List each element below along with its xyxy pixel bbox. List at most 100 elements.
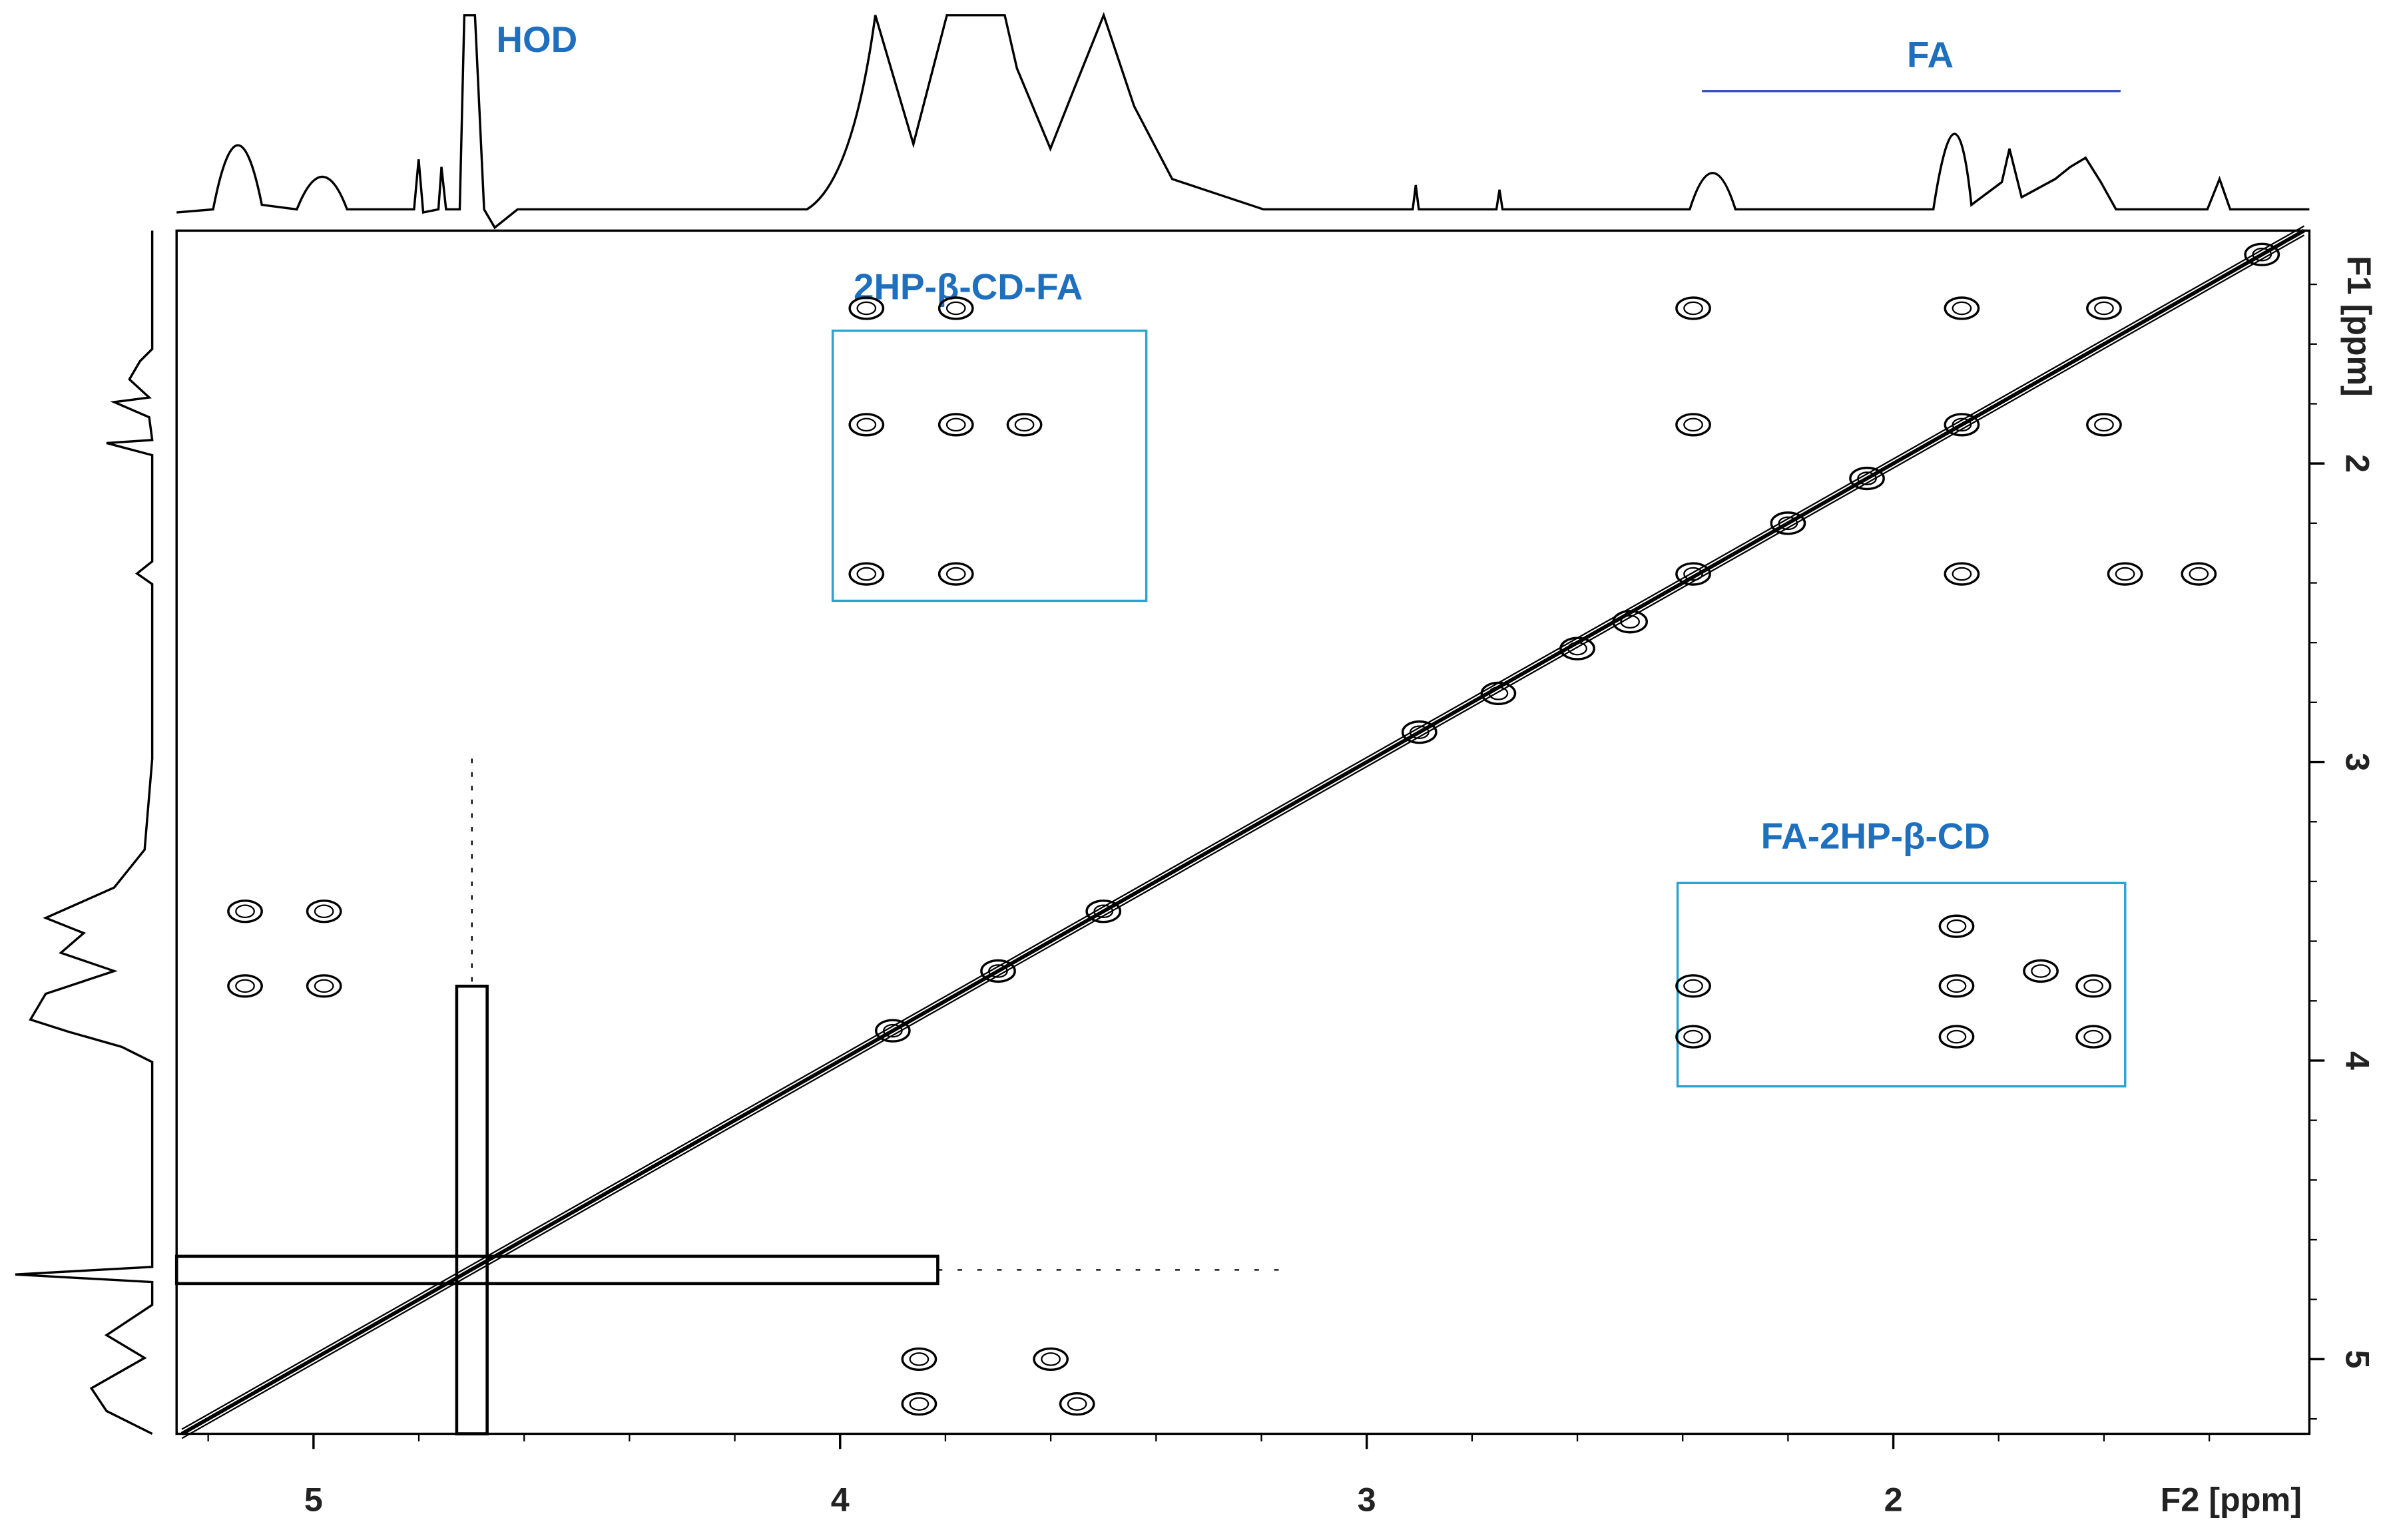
contour-ring <box>1683 301 1703 316</box>
cross-peak <box>848 562 885 586</box>
contour-ring <box>1067 1397 1087 1411</box>
cross-peak <box>2086 413 2122 437</box>
cross-peak <box>1849 466 1885 491</box>
diagonal <box>181 234 2305 1439</box>
contour-ring <box>909 1352 929 1366</box>
contour-ring <box>882 1023 903 1038</box>
contour-ring <box>2083 1029 2103 1044</box>
contour-ring <box>988 964 1008 978</box>
cross-peak <box>848 413 885 437</box>
x-axis-label: F2 [ppm] <box>2161 1481 2302 1518</box>
cross-peak <box>937 562 974 586</box>
contour-ring <box>2189 567 2209 581</box>
contour-ring <box>2083 979 2103 993</box>
cross-peak <box>1938 974 1975 998</box>
cross-peak <box>848 296 885 320</box>
cross-peak <box>901 1347 937 1372</box>
contour-ring <box>1683 417 1703 432</box>
inset-box <box>1676 882 2127 1088</box>
contour-ring <box>1778 516 1798 531</box>
cross-peak <box>937 296 974 320</box>
contour-ring <box>945 301 966 316</box>
cross-peak <box>2075 1025 2111 1049</box>
contour-ring <box>314 979 334 993</box>
x-tick-label: 4 <box>831 1481 850 1518</box>
cross-peak <box>2023 959 2059 983</box>
contour-ring <box>856 417 877 432</box>
left-projection <box>15 230 154 1435</box>
cross-peak <box>306 974 342 998</box>
contour-ring <box>1041 1352 1061 1366</box>
y-tick-label: 2 <box>2339 454 2376 473</box>
contour-ring <box>235 979 255 993</box>
contour-ring <box>1620 615 1640 629</box>
cross-peak <box>1675 413 1711 437</box>
contour-ring <box>1014 417 1035 432</box>
contour-ring <box>1567 641 1587 656</box>
contour-ring <box>909 1397 929 1411</box>
cross-peak <box>1675 296 1711 320</box>
cross-peak <box>1675 1025 1711 1049</box>
cross-peak <box>1938 914 1975 938</box>
contour-ring <box>1093 904 1114 919</box>
contour-ring <box>1857 471 1877 485</box>
contour-ring <box>2252 247 2272 262</box>
cross-peak <box>1559 637 1595 660</box>
annotation: HOD <box>496 19 577 60</box>
contour-ring <box>1946 1029 1967 1044</box>
annotation: FA-2HP-β-CD <box>1761 816 1990 857</box>
annotation: FA <box>1907 34 1954 75</box>
contour-ring <box>1683 979 1703 993</box>
cross-peak <box>2075 974 2111 998</box>
diagonal <box>181 225 2305 1430</box>
contour-ring <box>2031 964 2051 978</box>
contour-ring <box>2094 417 2114 432</box>
contour-ring <box>945 567 966 581</box>
cross-peak <box>1944 413 1980 437</box>
contour-ring <box>1952 417 1972 432</box>
cross-peak <box>1033 1347 1069 1372</box>
cross-peak <box>980 959 1016 983</box>
x-tick-label: 2 <box>1884 1481 1903 1518</box>
cross-peak <box>1770 511 1806 535</box>
inset-box <box>831 330 1148 603</box>
contour-ring <box>856 301 877 316</box>
cross-peak <box>1401 720 1438 744</box>
cross-peak <box>1059 1392 1095 1416</box>
cross-peak <box>1944 562 1980 586</box>
contour-ring <box>1952 301 1972 316</box>
cross-peak <box>2244 242 2280 266</box>
cross-peak <box>1675 562 1711 586</box>
cross-peak <box>306 899 342 923</box>
contour-ring <box>1683 1029 1703 1044</box>
cross-peak <box>2107 562 2143 586</box>
x-tick-label: 3 <box>1358 1481 1376 1518</box>
contour-ring <box>856 567 877 581</box>
y-tick-label: 4 <box>2339 1051 2376 1070</box>
cross-peak <box>1938 1025 1975 1049</box>
top-projection <box>176 11 2310 230</box>
contour-ring <box>314 904 334 919</box>
contour-ring <box>1952 567 1972 581</box>
contour-ring <box>1409 725 1430 739</box>
cross-peak <box>2181 562 2217 586</box>
x-tick-label: 5 <box>304 1481 323 1518</box>
plot-frame <box>175 229 2311 1435</box>
cross-peak <box>1480 681 1517 706</box>
cross-peak <box>227 974 263 998</box>
cross-peak <box>227 899 263 923</box>
contour-ring <box>235 904 255 919</box>
contour-ring <box>945 417 966 432</box>
contour-ring <box>1683 567 1703 581</box>
contour-ring <box>2115 567 2135 581</box>
cross-peak <box>1675 974 1711 998</box>
contour-ring <box>2094 301 2114 316</box>
cross-peak <box>1006 413 1043 437</box>
contour-ring <box>1488 686 1509 700</box>
cross-peak <box>1612 610 1648 634</box>
cross-peak <box>1085 899 1122 923</box>
cross-peak <box>901 1392 937 1416</box>
y-tick-label: 3 <box>2339 753 2376 772</box>
y-tick-label: 5 <box>2339 1350 2376 1368</box>
